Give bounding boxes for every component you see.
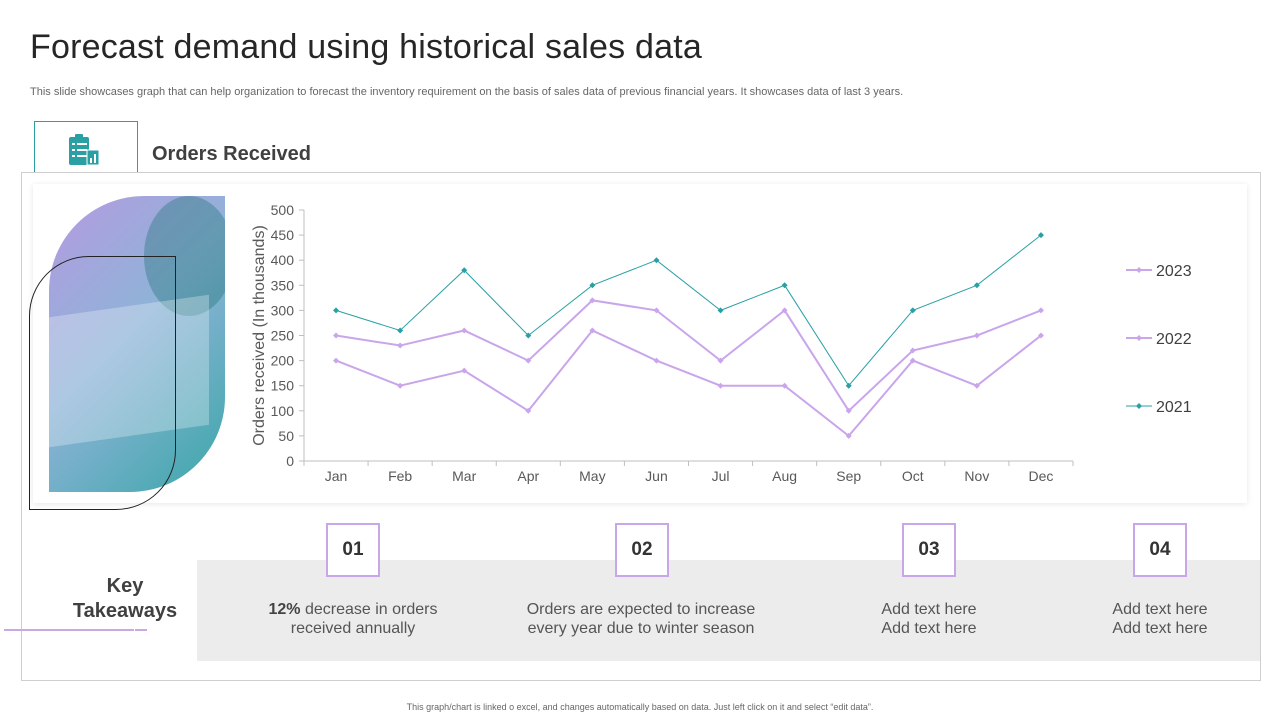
legend-label-2021: 2021 <box>1156 399 1192 416</box>
y-tick-label: 400 <box>271 252 295 268</box>
content-frame <box>21 172 1261 681</box>
takeaways-accent-dash <box>135 629 147 631</box>
page-subtitle: This slide showcases graph that can help… <box>30 86 904 98</box>
page-title: Forecast demand using historical sales d… <box>30 28 702 66</box>
data-point-2022 <box>333 332 340 339</box>
clipboard-chart-icon <box>69 134 100 166</box>
y-tick-label: 50 <box>278 428 294 444</box>
data-point-2022 <box>653 307 660 314</box>
series-line-2021 <box>335 234 1042 387</box>
y-tick-label: 500 <box>271 202 295 218</box>
data-point-2022 <box>525 357 532 364</box>
x-tick-label: Sep <box>836 468 861 484</box>
y-tick-label: 150 <box>271 378 295 394</box>
y-tick-label: 100 <box>271 403 295 419</box>
chart-card <box>33 184 1247 503</box>
data-point-2023 <box>1037 332 1044 339</box>
data-point-2022 <box>589 297 596 304</box>
y-tick-label: 0 <box>286 453 294 469</box>
data-point-2022 <box>397 342 404 349</box>
x-tick-label: Dec <box>1029 468 1054 484</box>
y-tick-label: 250 <box>271 328 295 344</box>
legend-label-2022: 2022 <box>1156 331 1192 348</box>
data-point-2023 <box>397 382 404 389</box>
data-point-2022 <box>461 327 468 334</box>
series-line-2023 <box>335 329 1042 438</box>
x-tick-label: Nov <box>964 468 989 484</box>
data-point-2023 <box>973 382 980 389</box>
data-point-2021 <box>973 282 980 289</box>
data-point-2023 <box>909 357 916 364</box>
y-tick-label: 300 <box>271 302 295 318</box>
section-icon-box <box>34 121 138 173</box>
x-tick-label: Mar <box>452 468 476 484</box>
legend-marker-2022 <box>1136 335 1142 341</box>
data-point-2021 <box>845 382 852 389</box>
data-point-2021 <box>653 257 660 264</box>
x-tick-label: Oct <box>902 468 924 484</box>
takeaway-number-03: 03 <box>902 523 956 577</box>
data-point-2021 <box>397 327 404 334</box>
data-point-2023 <box>461 367 468 374</box>
photo-outline <box>29 256 176 510</box>
data-point-2021 <box>1037 232 1044 239</box>
y-tick-label: 350 <box>271 277 295 293</box>
data-point-2023 <box>525 407 532 414</box>
data-point-2022 <box>1037 307 1044 314</box>
y-tick-label: 450 <box>271 227 295 243</box>
data-point-2023 <box>333 357 340 364</box>
x-tick-label: Aug <box>772 468 797 484</box>
orders-line-chart[interactable]: 0 50 100 150 200 250 300 350 400 450 500 Jan Feb Mar A… <box>240 196 1220 496</box>
data-point-2023 <box>717 382 724 389</box>
x-tick-label: Apr <box>517 468 539 484</box>
data-point-2021 <box>589 282 596 289</box>
key-takeaways-label: Key Takeaways <box>72 575 178 622</box>
data-point-2023 <box>589 327 596 334</box>
data-point-2022 <box>781 307 788 314</box>
data-point-2021 <box>333 307 340 314</box>
takeaway-text-01: 12% decrease in orders received annually <box>268 601 438 637</box>
takeaway-number-02: 02 <box>615 523 669 577</box>
takeaway-text-04: Add text here Add text here <box>1112 601 1208 637</box>
x-tick-label: Jun <box>645 468 668 484</box>
takeaway-number-04: 04 <box>1133 523 1187 577</box>
data-point-2022 <box>717 357 724 364</box>
data-point-2023 <box>653 357 660 364</box>
y-tick-label: 200 <box>271 353 295 369</box>
data-point-2023 <box>845 432 852 439</box>
x-tick-label: Jul <box>712 468 730 484</box>
data-point-2021 <box>781 282 788 289</box>
legend-marker-2021 <box>1136 403 1142 409</box>
takeaway-number-01: 01 <box>326 523 380 577</box>
y-axis-title: Orders received (In thousands) <box>251 225 268 446</box>
x-tick-label: May <box>579 468 605 484</box>
data-point-2022 <box>845 407 852 414</box>
data-point-2022 <box>973 332 980 339</box>
section-title: Orders Received <box>152 143 311 165</box>
data-point-2021 <box>461 267 468 274</box>
data-point-2022 <box>909 347 916 354</box>
footer-note: This graph/chart is linked o excel, and … <box>406 702 874 712</box>
data-point-2023 <box>781 382 788 389</box>
takeaway-text-02: Orders are expected to increase every ye… <box>526 601 756 637</box>
series-line-2022 <box>335 299 1042 413</box>
takeaway-text-03: Add text here Add text here <box>881 601 977 637</box>
legend-marker-2023 <box>1136 267 1142 273</box>
data-point-2021 <box>525 332 532 339</box>
x-tick-label: Jan <box>325 468 348 484</box>
legend-label-2023: 2023 <box>1156 263 1192 280</box>
data-point-2021 <box>717 307 724 314</box>
data-point-2021 <box>909 307 916 314</box>
takeaways-accent-line <box>4 629 134 631</box>
x-tick-label: Feb <box>388 468 412 484</box>
